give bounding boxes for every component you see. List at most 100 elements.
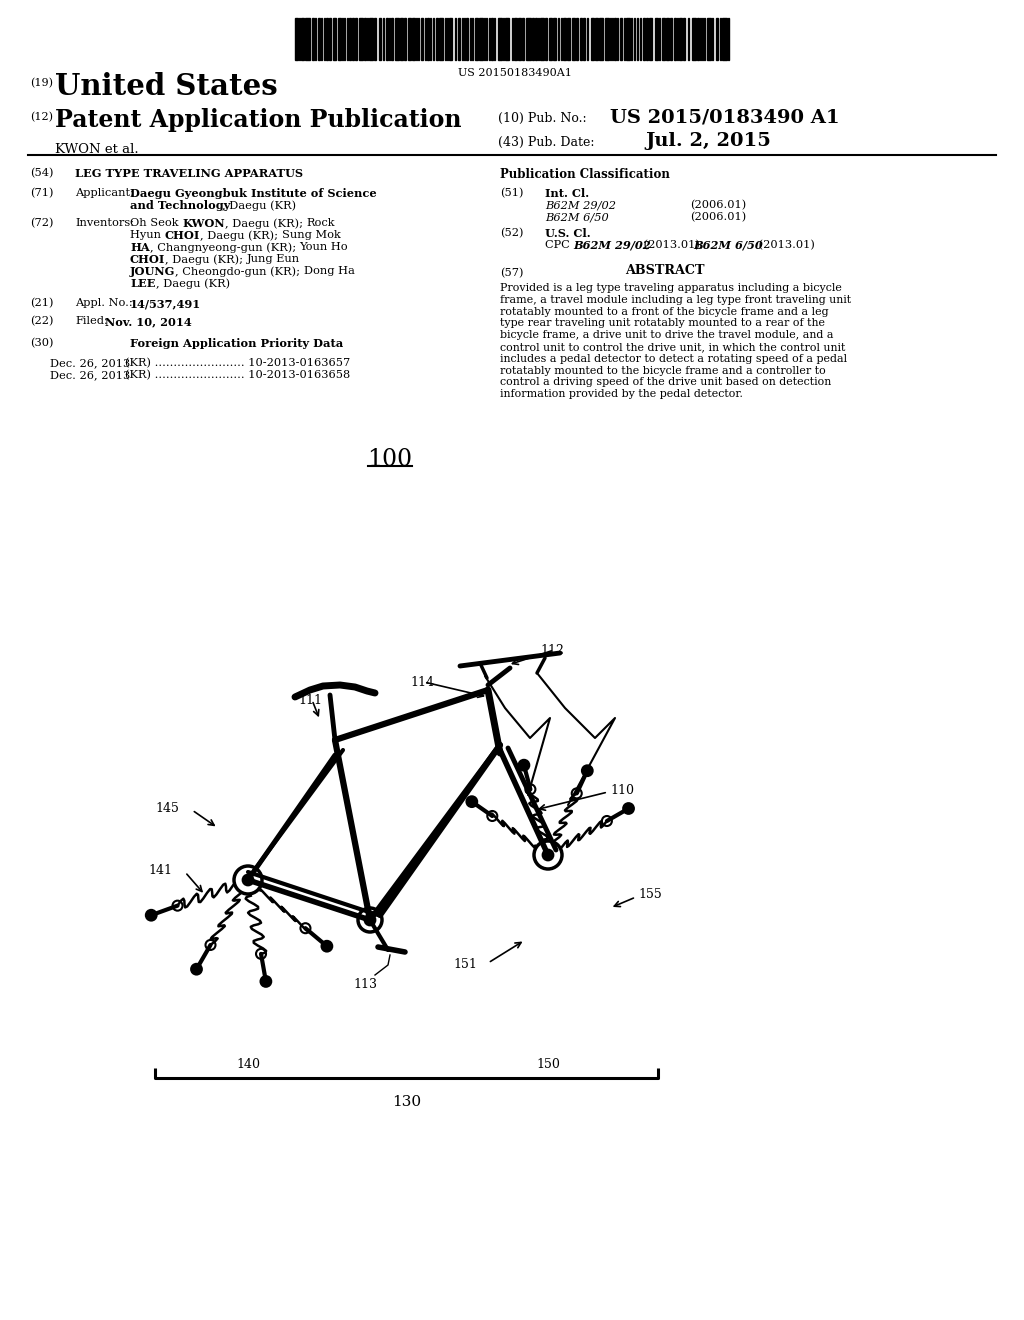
Bar: [479, 18, 483, 59]
Text: Jung Eun: Jung Eun: [247, 253, 300, 264]
Bar: [439, 18, 443, 59]
Bar: [591, 18, 594, 59]
Text: (51): (51): [500, 187, 523, 198]
Text: Inventors:: Inventors:: [75, 218, 134, 228]
Text: (21): (21): [30, 298, 53, 309]
Bar: [697, 18, 699, 59]
Text: (57): (57): [500, 268, 523, 279]
Circle shape: [146, 911, 157, 920]
Bar: [369, 18, 373, 59]
Bar: [295, 18, 298, 59]
Text: (KR) ........................ 10-2013-0163657: (KR) ........................ 10-2013-01…: [125, 358, 350, 368]
Text: CPC: CPC: [545, 240, 577, 249]
Bar: [379, 18, 381, 59]
Bar: [421, 18, 423, 59]
Text: KWON: KWON: [182, 218, 224, 228]
Text: B62M 29/02: B62M 29/02: [545, 201, 616, 210]
Text: (54): (54): [30, 168, 53, 178]
Bar: [692, 18, 696, 59]
Text: B62M 29/02: B62M 29/02: [573, 240, 650, 251]
Text: 151: 151: [453, 958, 477, 972]
Bar: [329, 18, 331, 59]
Circle shape: [624, 804, 634, 813]
Bar: [670, 18, 672, 59]
Text: and Technology: and Technology: [130, 201, 230, 211]
Text: 111: 111: [298, 693, 322, 706]
Text: United States: United States: [55, 73, 278, 102]
Text: JOUNG: JOUNG: [130, 267, 175, 277]
Bar: [643, 18, 645, 59]
Text: (52): (52): [500, 228, 523, 239]
Text: 145: 145: [155, 801, 179, 814]
Text: (30): (30): [30, 338, 53, 348]
Bar: [545, 18, 547, 59]
Text: , Cheongdo-gun (KR);: , Cheongdo-gun (KR);: [175, 267, 304, 277]
Text: Sung Mok: Sung Mok: [282, 230, 340, 240]
Bar: [436, 18, 438, 59]
Bar: [526, 18, 531, 59]
Bar: [595, 18, 598, 59]
Bar: [408, 18, 411, 59]
Text: 14/537,491: 14/537,491: [130, 298, 202, 309]
Text: rotatably mounted to a front of the bicycle frame and a leg: rotatably mounted to a front of the bicy…: [500, 306, 828, 317]
Bar: [326, 18, 328, 59]
Bar: [333, 18, 336, 59]
Bar: [662, 18, 665, 59]
Text: Publication Classification: Publication Classification: [500, 168, 670, 181]
Bar: [427, 18, 429, 59]
Text: bicycle frame, a drive unit to drive the travel module, and a: bicycle frame, a drive unit to drive the…: [500, 330, 834, 341]
Bar: [374, 18, 376, 59]
Bar: [498, 18, 502, 59]
Bar: [532, 18, 534, 59]
Bar: [301, 18, 304, 59]
Text: information provided by the pedal detector.: information provided by the pedal detect…: [500, 389, 742, 399]
Circle shape: [322, 941, 332, 952]
Bar: [567, 18, 570, 59]
Bar: [683, 18, 685, 59]
Text: , Daegu (KR): , Daegu (KR): [156, 279, 229, 289]
Text: type rear traveling unit rotatably mounted to a rear of the: type rear traveling unit rotatably mount…: [500, 318, 825, 329]
Text: LEG TYPE TRAVELING APPARATUS: LEG TYPE TRAVELING APPARATUS: [75, 168, 303, 180]
Bar: [458, 18, 460, 59]
Text: U.S. Cl.: U.S. Cl.: [545, 228, 591, 239]
Text: US 20150183490A1: US 20150183490A1: [458, 69, 572, 78]
Bar: [449, 18, 452, 59]
Bar: [518, 18, 521, 59]
Bar: [391, 18, 393, 59]
Circle shape: [191, 964, 202, 974]
Bar: [305, 18, 310, 59]
Text: Appl. No.:: Appl. No.:: [75, 298, 136, 308]
Bar: [535, 18, 537, 59]
Bar: [674, 18, 676, 59]
Bar: [395, 18, 399, 59]
Text: 130: 130: [392, 1096, 421, 1109]
Text: 112: 112: [540, 644, 564, 656]
Text: frame, a travel module including a leg type front traveling unit: frame, a travel module including a leg t…: [500, 294, 851, 305]
Bar: [404, 18, 406, 59]
Bar: [583, 18, 585, 59]
Bar: [605, 18, 609, 59]
Text: 100: 100: [368, 447, 413, 471]
Bar: [649, 18, 652, 59]
Text: Dec. 26, 2013: Dec. 26, 2013: [50, 358, 130, 368]
Circle shape: [583, 766, 592, 776]
Text: Dec. 26, 2013: Dec. 26, 2013: [50, 370, 130, 380]
Bar: [359, 18, 362, 59]
Bar: [572, 18, 575, 59]
Text: (10) Pub. No.:: (10) Pub. No.:: [498, 112, 587, 125]
Text: 110: 110: [610, 784, 634, 796]
Text: , Daegu (KR);: , Daegu (KR);: [200, 230, 282, 240]
Bar: [412, 18, 415, 59]
Text: Nov. 10, 2014: Nov. 10, 2014: [105, 315, 191, 327]
Text: , Daegu (KR): , Daegu (KR): [222, 201, 296, 211]
Bar: [338, 18, 341, 59]
Bar: [599, 18, 603, 59]
Text: Int. Cl.: Int. Cl.: [545, 187, 589, 199]
Text: CHOI: CHOI: [165, 230, 200, 242]
Bar: [312, 18, 314, 59]
Circle shape: [243, 875, 253, 884]
Bar: [349, 18, 351, 59]
Text: Youn Ho: Youn Ho: [299, 242, 348, 252]
Text: Dong Ha: Dong Ha: [304, 267, 355, 276]
Text: 113: 113: [353, 978, 377, 991]
